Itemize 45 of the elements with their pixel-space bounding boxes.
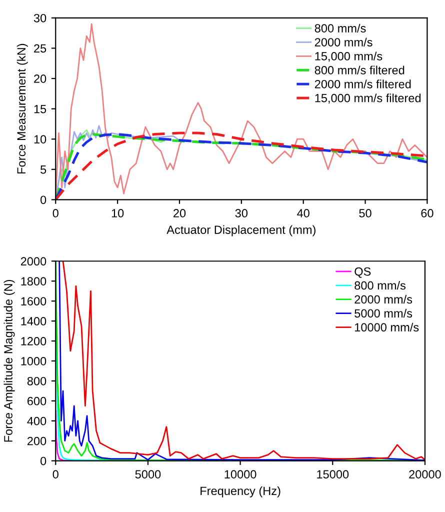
x-tick-label: 0 bbox=[52, 209, 58, 218]
legend-label: 2000 mm/s bbox=[354, 294, 412, 304]
legend-label: 800 mm/s bbox=[354, 280, 406, 290]
x-axis-title: Actuator Displacement (mm) bbox=[166, 225, 316, 236]
legend-label: 2000 mm/s filtered bbox=[314, 80, 411, 88]
x-tick-label: 5000 bbox=[135, 470, 161, 478]
y-tick-label: 800 bbox=[27, 376, 46, 386]
x-tick-label: 10000 bbox=[224, 470, 256, 478]
x-tick-label: 30 bbox=[235, 209, 248, 218]
legend-label: 800 mm/s filtered bbox=[314, 66, 404, 74]
y-tick-label: 0 bbox=[40, 196, 46, 204]
y-tick-label: 1000 bbox=[21, 356, 46, 366]
x-tick-label: 0 bbox=[52, 470, 58, 478]
legend-label: QS bbox=[354, 267, 371, 278]
x-tick-label: 20 bbox=[174, 209, 186, 218]
y-axis-title: Force Amplitude Magnitude (N) bbox=[4, 280, 15, 442]
y-tick-label: 10 bbox=[34, 135, 46, 144]
y-tick-label: 1800 bbox=[21, 277, 46, 286]
x-tick-label: 20000 bbox=[409, 470, 441, 478]
y-tick-label: 5 bbox=[40, 166, 46, 174]
x-tick-label: 60 bbox=[421, 209, 434, 218]
y-tick-label: 2000 bbox=[20, 257, 46, 266]
y-tick-label: 25 bbox=[34, 44, 46, 53]
y-tick-label: 600 bbox=[28, 396, 46, 406]
legend-label: 15,000 mm/s bbox=[315, 52, 382, 62]
legend-label: 5000 mm/s bbox=[354, 308, 412, 318]
legend-label: 15,000 mm/s filtered bbox=[315, 94, 421, 104]
x-tick-label: 15000 bbox=[317, 470, 349, 478]
y-tick-label: 200 bbox=[27, 436, 46, 446]
y-tick-label: 400 bbox=[27, 416, 46, 426]
x-tick-label: 10 bbox=[112, 209, 124, 218]
y-tick-label: 20 bbox=[34, 74, 46, 83]
legend-label: 800 mm/s bbox=[314, 24, 366, 32]
y-tick-label: 1600 bbox=[21, 297, 46, 306]
y-tick-label: 0 bbox=[40, 456, 46, 466]
x-axis-title: Frequency (Hz) bbox=[200, 486, 280, 498]
y-tick-label: 1200 bbox=[21, 337, 46, 346]
y-tick-label: 30 bbox=[34, 14, 46, 22]
x-tick-label: 40 bbox=[297, 209, 310, 218]
y-tick-label: 1400 bbox=[21, 317, 46, 326]
legend-label: 2000 mm/s bbox=[314, 38, 372, 46]
y-tick-label: 15 bbox=[34, 104, 46, 114]
legend-label: 10000 mm/s bbox=[355, 322, 419, 332]
x-tick-label: 50 bbox=[359, 209, 372, 218]
y-axis-title: Force Measurement (kN) bbox=[16, 44, 28, 174]
